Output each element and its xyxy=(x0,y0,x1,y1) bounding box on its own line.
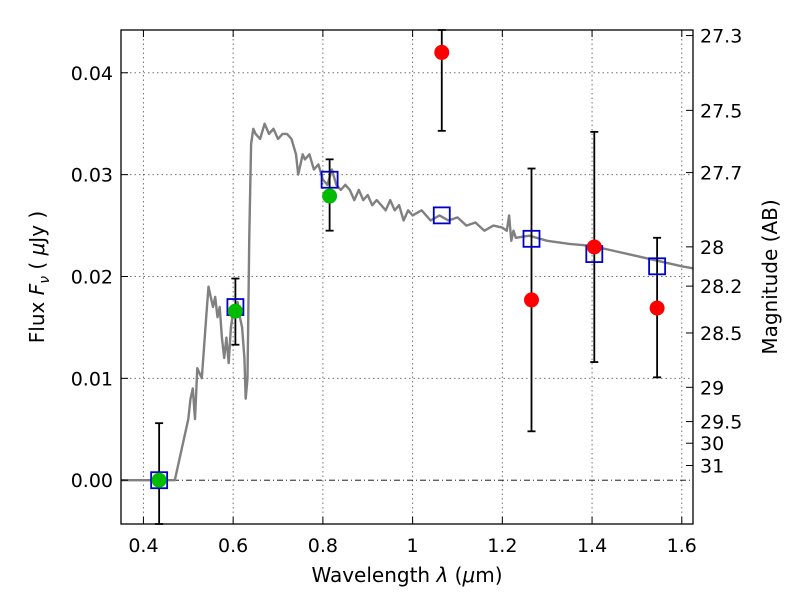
x-tick-label: 1 xyxy=(407,535,419,557)
y-axis-label-mid: ( xyxy=(25,255,49,276)
model-photometry-square xyxy=(150,471,169,490)
x-axis-label-unit: m) xyxy=(475,563,502,587)
y-axis-label-F: F xyxy=(25,283,49,295)
y-axis-label-prefix: Flux xyxy=(25,295,49,343)
magnitude-tick-label: 30 xyxy=(700,433,724,455)
plot-frame xyxy=(120,29,694,525)
data-markers xyxy=(150,44,667,490)
magnitude-tick-label: 28.2 xyxy=(700,276,742,298)
y-tick-label: 0.02 xyxy=(71,266,113,288)
green-data-point xyxy=(322,188,338,204)
y-tick-label: 0.01 xyxy=(71,368,113,390)
magnitude-tick-label: 28.5 xyxy=(700,323,742,345)
magnitude-tick-label: 27.3 xyxy=(700,26,742,48)
x-tick-label: 1.6 xyxy=(667,535,697,557)
y-tick-label: 0.04 xyxy=(71,63,113,85)
magnitude-tick-label: 29 xyxy=(700,377,724,399)
magnitude-tick-label: 27.7 xyxy=(700,163,742,185)
x-axis-label: Wavelength λ (μm) xyxy=(311,563,502,587)
red-data-point xyxy=(523,292,539,308)
x-tick-label: 1.2 xyxy=(487,535,517,557)
axis-ticks: 0.4 0.6 0.8 1 1.2 1.4 1.6 0.00 0.01 0.02 0.03 0.04 2… xyxy=(71,26,743,557)
magnitude-tick-label: 27.5 xyxy=(700,100,742,122)
x-tick-label: 1.4 xyxy=(577,535,607,557)
y-axis-label-unit: Jy ) xyxy=(25,211,49,245)
magnitude-axis-label: Magnitude (AB) xyxy=(758,199,782,354)
red-data-point xyxy=(434,44,450,60)
x-tick-label: 0.4 xyxy=(128,535,158,557)
red-data-point xyxy=(586,239,602,255)
magnitude-tick-label: 31 xyxy=(700,455,724,477)
green-data-point xyxy=(151,472,167,488)
model-photometry-square xyxy=(320,170,339,189)
grid-lines xyxy=(121,30,693,524)
plot-area xyxy=(121,30,693,524)
model-spectrum-line xyxy=(121,122,694,482)
x-axis-label-lambda: λ xyxy=(435,563,448,587)
y-axis-label-mu: μ xyxy=(25,243,49,257)
x-tick-label: 0.6 xyxy=(218,535,248,557)
model-spectrum xyxy=(121,122,694,482)
x-axis-label-open-paren: ( xyxy=(448,563,462,587)
model-photometry-square xyxy=(648,257,667,276)
x-tick-label: 0.8 xyxy=(308,535,338,557)
model-photometry-square xyxy=(522,229,541,248)
red-data-point xyxy=(649,300,665,316)
y-tick-label: 0.03 xyxy=(71,165,113,187)
y-tick-label: 0.00 xyxy=(71,470,113,492)
model-photometry-square xyxy=(432,206,451,225)
green-data-point xyxy=(227,303,243,319)
x-axis-label-prefix: Wavelength xyxy=(311,563,436,587)
x-axis-label-mu: μ xyxy=(461,563,475,587)
y-axis-label-nu: ν xyxy=(37,276,53,284)
y-axis-label: Flux Fν ( μJy ) xyxy=(25,211,53,343)
magnitude-tick-label: 28 xyxy=(700,237,724,259)
magnitude-tick-label: 29.5 xyxy=(700,412,742,434)
error-bars xyxy=(155,29,662,525)
